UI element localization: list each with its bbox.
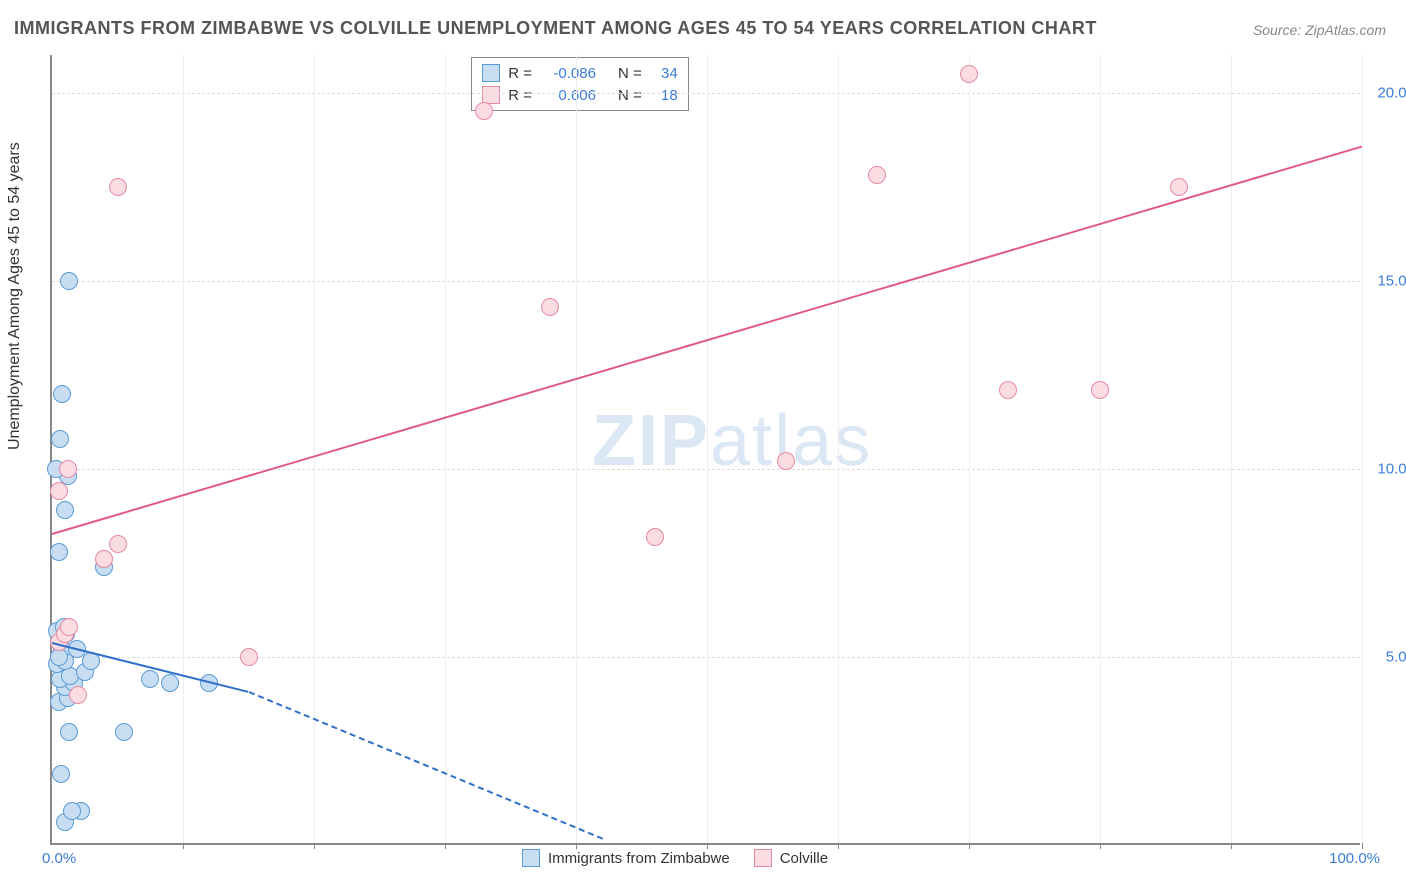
gridline-vertical (576, 55, 577, 843)
gridline-vertical (707, 55, 708, 843)
data-point (59, 460, 77, 478)
gridline-vertical (969, 55, 970, 843)
data-point (1170, 178, 1188, 196)
data-point (475, 102, 493, 120)
data-point (60, 723, 78, 741)
gridline-vertical (183, 55, 184, 843)
series-legend: Immigrants from Zimbabwe Colville (522, 849, 828, 867)
data-point (240, 648, 258, 666)
legend-label: Colville (780, 850, 828, 867)
gridline-vertical (1362, 55, 1363, 843)
data-point (52, 765, 70, 783)
data-point (63, 802, 81, 820)
chart-title: IMMIGRANTS FROM ZIMBABWE VS COLVILLE UNE… (14, 18, 1097, 39)
data-point (141, 670, 159, 688)
data-point (109, 178, 127, 196)
r-value: -0.086 (540, 65, 596, 82)
legend-item-colville: Colville (754, 849, 828, 867)
data-point (646, 528, 664, 546)
data-point (95, 550, 113, 568)
legend-swatch-icon (522, 849, 540, 867)
data-point (115, 723, 133, 741)
gridline-horizontal (52, 281, 1360, 282)
data-point (50, 482, 68, 500)
data-point (50, 543, 68, 561)
plot-area: ZIPatlas 0.0% 100.0% R = -0.086N = 34R =… (50, 55, 1360, 845)
n-label: N = (618, 87, 642, 104)
x-axis-min-label: 0.0% (42, 850, 76, 867)
data-point (541, 298, 559, 316)
x-tick-mark (969, 843, 970, 849)
source-attribution: Source: ZipAtlas.com (1253, 22, 1386, 38)
r-value: 0.606 (540, 87, 596, 104)
correlation-legend-row: R = 0.606 N = 18 (482, 84, 678, 106)
data-point (960, 65, 978, 83)
n-value: 18 (650, 87, 678, 104)
x-tick-mark (838, 843, 839, 849)
x-tick-mark (707, 843, 708, 849)
gridline-vertical (1100, 55, 1101, 843)
y-axis-label: Unemployment Among Ages 45 to 54 years (6, 142, 24, 450)
data-point (60, 272, 78, 290)
gridline-vertical (838, 55, 839, 843)
data-point (161, 674, 179, 692)
y-tick-label: 10.0% (1365, 460, 1406, 477)
gridline-vertical (314, 55, 315, 843)
y-tick-label: 20.0% (1365, 84, 1406, 101)
r-label: R = (508, 87, 532, 104)
data-point (1091, 381, 1109, 399)
legend-swatch-icon (754, 849, 772, 867)
data-point (868, 166, 886, 184)
data-point (51, 430, 69, 448)
legend-swatch-icon (482, 64, 500, 82)
x-tick-mark (314, 843, 315, 849)
gridline-vertical (445, 55, 446, 843)
gridline-horizontal (52, 469, 1360, 470)
x-tick-mark (1362, 843, 1363, 849)
trend-line (248, 691, 602, 840)
y-tick-label: 15.0% (1365, 272, 1406, 289)
data-point (53, 385, 71, 403)
x-tick-mark (445, 843, 446, 849)
data-point (60, 618, 78, 636)
data-point (56, 501, 74, 519)
correlation-chart: IMMIGRANTS FROM ZIMBABWE VS COLVILLE UNE… (0, 0, 1406, 892)
legend-swatch-icon (482, 86, 500, 104)
data-point (777, 452, 795, 470)
n-label: N = (618, 65, 642, 82)
data-point (109, 535, 127, 553)
legend-item-zimbabwe: Immigrants from Zimbabwe (522, 849, 730, 867)
x-tick-mark (576, 843, 577, 849)
legend-label: Immigrants from Zimbabwe (548, 850, 730, 867)
x-tick-mark (1100, 843, 1101, 849)
n-value: 34 (650, 65, 678, 82)
gridline-vertical (1231, 55, 1232, 843)
x-tick-mark (1231, 843, 1232, 849)
r-label: R = (508, 65, 532, 82)
correlation-legend-row: R = -0.086 N = 34 (482, 62, 678, 84)
y-tick-label: 5.0% (1365, 648, 1406, 665)
x-tick-mark (183, 843, 184, 849)
data-point (999, 381, 1017, 399)
correlation-legend: R = -0.086 N = 34 R = 0.606 N = 18 (471, 57, 689, 111)
x-axis-max-label: 100.0% (1329, 850, 1380, 867)
data-point (69, 686, 87, 704)
gridline-horizontal (52, 93, 1360, 94)
